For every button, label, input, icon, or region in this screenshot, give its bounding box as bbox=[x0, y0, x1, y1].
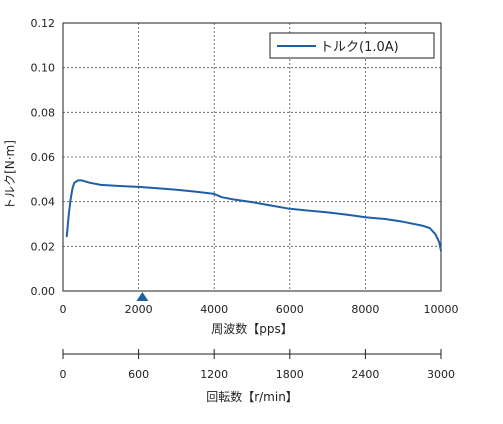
y-axis-title: トルク[N·m] bbox=[3, 140, 17, 210]
secondary-axis-title: 回転数【r/min】 bbox=[206, 389, 298, 404]
legend-label: トルク(1.0A) bbox=[320, 40, 399, 55]
x-tick-label: 4000 bbox=[200, 303, 228, 316]
secondary-axis-ticks: 0 600 1200 1800 2400 3000 bbox=[60, 349, 455, 381]
x-tick-label: 8000 bbox=[351, 303, 379, 316]
series-layer bbox=[65, 179, 442, 252]
y-tick-label: 0.10 bbox=[31, 62, 56, 75]
legend: トルク(1.0A) bbox=[269, 32, 435, 59]
x-tick-label: 0 bbox=[60, 303, 67, 316]
grid-layer bbox=[63, 23, 441, 291]
y-tick-label: 0.02 bbox=[31, 240, 56, 253]
y-tick-label: 0.08 bbox=[31, 106, 56, 119]
y-tick-label: 0.06 bbox=[31, 151, 56, 164]
secondary-axis-tick-label: 1800 bbox=[276, 368, 304, 381]
secondary-x-axis: 0 600 1200 1800 2400 3000 回転数【r/min】 bbox=[60, 349, 455, 404]
secondary-axis-tick-label: 3000 bbox=[427, 368, 455, 381]
y-tick-label: 0.00 bbox=[31, 285, 56, 298]
x-tick-label: 10000 bbox=[424, 303, 459, 316]
y-tick-label: 0.12 bbox=[31, 17, 56, 30]
marker-triangle bbox=[136, 292, 149, 301]
x-tick-label: 6000 bbox=[276, 303, 304, 316]
series-line bbox=[65, 179, 442, 252]
x-axis-title: 周波数【pps】 bbox=[211, 321, 293, 336]
secondary-axis-tick-label: 600 bbox=[128, 368, 149, 381]
y-tick-labels: 0.00 0.02 0.04 0.06 0.08 0.10 0.12 bbox=[31, 17, 56, 298]
secondary-axis-tick-label: 1200 bbox=[200, 368, 228, 381]
secondary-axis-tick-label: 0 bbox=[60, 368, 67, 381]
plot-frame bbox=[62, 22, 442, 292]
secondary-axis-tick-label: 2400 bbox=[351, 368, 379, 381]
x-tick-label: 2000 bbox=[125, 303, 153, 316]
y-tick-label: 0.04 bbox=[31, 196, 56, 209]
marker-layer bbox=[136, 292, 149, 301]
x-tick-labels: 0 2000 4000 6000 8000 10000 bbox=[60, 303, 459, 316]
